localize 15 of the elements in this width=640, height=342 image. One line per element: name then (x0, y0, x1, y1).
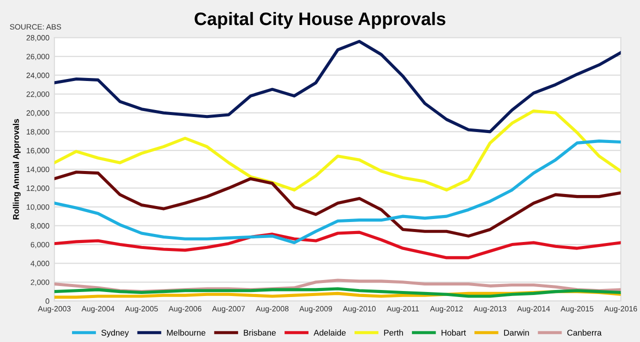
chart-title: Capital City House Approvals (194, 12, 446, 29)
line-series (54, 109, 621, 192)
legend-label: Melbourne (167, 330, 206, 336)
legend-label: Brisbane (244, 330, 276, 336)
legend-label: Darwin (504, 330, 529, 336)
line-series (54, 140, 621, 244)
line-series (54, 170, 621, 238)
legend-label: Canberra (567, 330, 602, 336)
line-series (54, 230, 621, 260)
legend-label: Adelaide (314, 330, 346, 336)
legend-label: Hobart (442, 330, 466, 336)
y-axis-title: Rolling Annual Approvals (12, 119, 21, 220)
legend-label: Sydney (101, 330, 129, 338)
line-series (54, 287, 621, 298)
legend-label: Perth (384, 330, 403, 336)
